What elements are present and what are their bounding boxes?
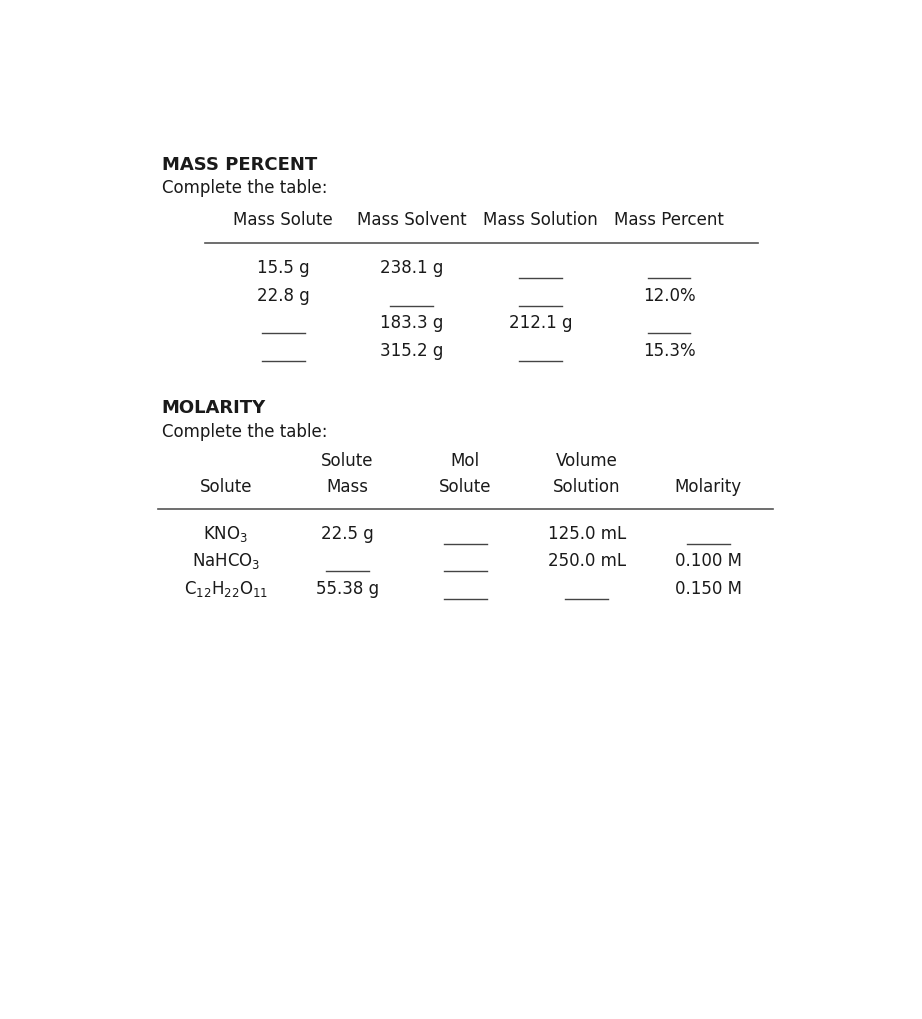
Text: Mass Solvent: Mass Solvent [357,210,467,228]
Text: C$_{12}$H$_{22}$O$_{11}$: C$_{12}$H$_{22}$O$_{11}$ [184,578,268,598]
Text: 0.100 M: 0.100 M [675,551,742,570]
Text: Solution: Solution [553,477,621,495]
Text: 22.5 g: 22.5 g [321,524,373,542]
Text: Volume: Volume [556,452,618,470]
Text: Molarity: Molarity [675,477,742,495]
Text: 212.1 g: 212.1 g [509,314,573,332]
Text: Solute: Solute [321,452,373,470]
Text: 15.3%: 15.3% [643,341,695,360]
Text: Mass Solute: Mass Solute [233,210,333,228]
Text: 315.2 g: 315.2 g [380,341,443,360]
Text: Solute: Solute [439,477,491,495]
Text: Complete the table:: Complete the table: [161,179,327,197]
Text: NaHCO$_3$: NaHCO$_3$ [192,550,260,571]
Text: 238.1 g: 238.1 g [380,259,443,277]
Text: Complete the table:: Complete the table: [161,422,327,440]
Text: 15.5 g: 15.5 g [257,259,310,277]
Text: 125.0 mL: 125.0 mL [548,524,626,542]
Text: Mass Percent: Mass Percent [614,210,724,228]
Text: 183.3 g: 183.3 g [380,314,443,332]
Text: Mass: Mass [326,477,369,495]
Text: 0.150 M: 0.150 M [675,579,742,597]
Text: KNO$_3$: KNO$_3$ [204,523,249,543]
Text: 12.0%: 12.0% [643,286,695,305]
Text: MOLARITY: MOLARITY [161,398,266,417]
Text: Mass Solution: Mass Solution [483,210,597,228]
Text: 55.38 g: 55.38 g [316,579,379,597]
Text: 22.8 g: 22.8 g [257,286,310,305]
Text: Solute: Solute [200,477,253,495]
Text: MASS PERCENT: MASS PERCENT [161,155,317,173]
Text: 250.0 mL: 250.0 mL [548,551,626,570]
Text: Mol: Mol [451,452,480,470]
